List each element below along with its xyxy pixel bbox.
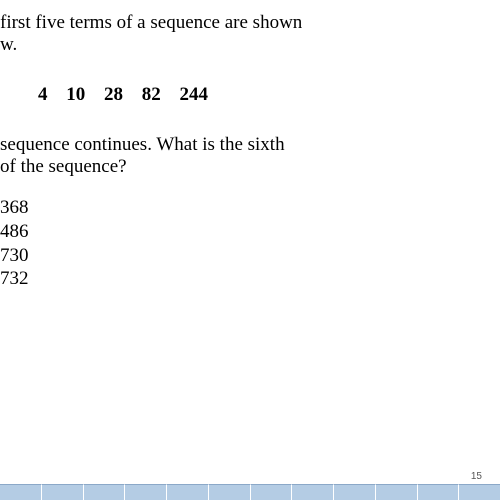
bar-segment [84, 484, 126, 500]
question-content: first five terms of a sequence are shown… [0, 0, 500, 291]
sequence-terms: 4 10 28 82 244 [38, 84, 500, 106]
bar-segment [42, 484, 84, 500]
intro-line-1: first five terms of a sequence are shown [0, 12, 500, 34]
answer-choice: 730 [0, 244, 500, 268]
bar-segment [0, 484, 42, 500]
progress-bar [0, 484, 500, 500]
bar-segment [334, 484, 376, 500]
bar-segment [418, 484, 460, 500]
answer-choice: 486 [0, 220, 500, 244]
bar-segment [376, 484, 418, 500]
bar-segment [125, 484, 167, 500]
bar-segment [209, 484, 251, 500]
question-line-1: sequence continues. What is the sixth [0, 134, 500, 156]
page-number: 15 [471, 471, 482, 482]
bar-segment [292, 484, 334, 500]
bar-segment [167, 484, 209, 500]
answer-choice: 368 [0, 196, 500, 220]
answer-choice: 732 [0, 267, 500, 291]
intro-line-2: w. [0, 34, 500, 56]
bar-segment [459, 484, 500, 500]
question-line-2: of the sequence? [0, 156, 500, 178]
bar-segment [251, 484, 293, 500]
